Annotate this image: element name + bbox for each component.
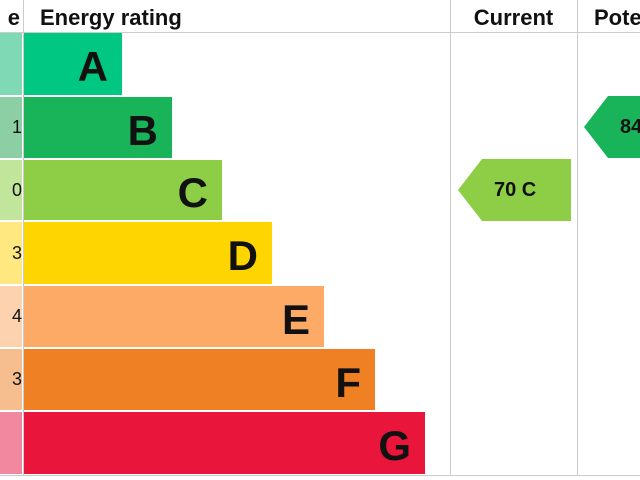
bottom-rule xyxy=(0,475,640,476)
score-cell: 3 xyxy=(0,349,22,410)
score-cell: 0 xyxy=(0,160,22,220)
header-rule xyxy=(0,32,640,33)
current-header: Current xyxy=(473,5,554,30)
score-cell: 3 xyxy=(0,222,22,284)
score-cell: 4 xyxy=(0,286,22,347)
score-cell: 1 xyxy=(0,97,22,158)
rating-bar: F xyxy=(24,349,375,410)
column-rule xyxy=(450,0,451,476)
rating-bar: E xyxy=(24,286,324,347)
score-cell xyxy=(0,33,22,95)
rating-bar: A xyxy=(24,33,122,95)
rating-bar: B xyxy=(24,97,172,158)
score-header: e xyxy=(7,5,20,30)
rating-bar: G xyxy=(24,412,425,474)
rating-bar: D xyxy=(24,222,272,284)
column-rule xyxy=(577,0,578,476)
current-arrow: 70 C xyxy=(458,159,571,221)
rating-bar: C xyxy=(24,160,222,220)
column-rule xyxy=(23,0,24,476)
potential-header: Pote xyxy=(594,5,640,30)
rating-header: Energy rating xyxy=(40,5,182,30)
score-cell xyxy=(0,412,22,474)
potential-arrow: 84 xyxy=(584,96,640,158)
